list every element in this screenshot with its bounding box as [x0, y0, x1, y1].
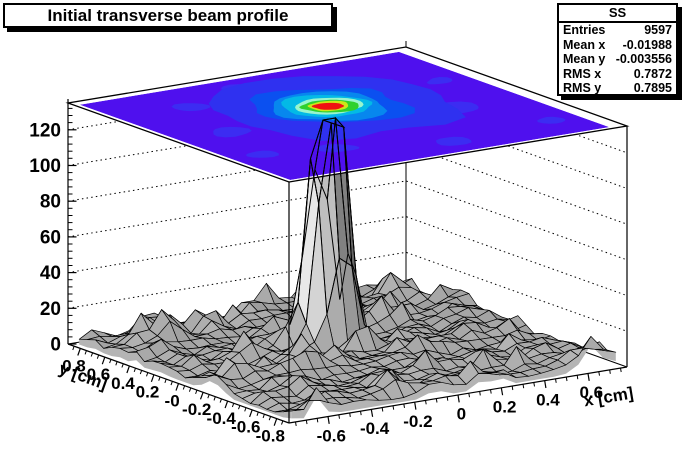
stats-row-entries: Entries 9597 — [563, 23, 672, 37]
svg-text:0.4: 0.4 — [536, 390, 560, 409]
svg-text:-0.6: -0.6 — [231, 418, 260, 437]
svg-text:40: 40 — [40, 263, 61, 284]
stats-title: SS — [559, 5, 676, 23]
svg-text:0: 0 — [50, 335, 61, 356]
svg-text:-0.8: -0.8 — [256, 427, 285, 446]
stats-row-rms-x: RMS x 0.7872 — [563, 66, 672, 81]
svg-text:80: 80 — [40, 192, 61, 213]
svg-text:0.6: 0.6 — [579, 383, 603, 402]
svg-text:0: 0 — [457, 405, 466, 424]
page-title: Initial transverse beam profile — [47, 6, 289, 25]
svg-text:0.2: 0.2 — [493, 398, 517, 417]
stats-row-mean-y: Mean y -0.003556 — [563, 52, 672, 67]
svg-text:-0.2: -0.2 — [182, 400, 211, 419]
title-box: Initial transverse beam profile — [3, 3, 333, 28]
svg-text:-0.2: -0.2 — [403, 412, 432, 431]
svg-text:-0: -0 — [165, 391, 180, 410]
svg-text:0.8: 0.8 — [62, 356, 86, 375]
svg-text:60: 60 — [40, 227, 61, 248]
stats-row-mean-x: Mean x -0.01988 — [563, 37, 672, 52]
svg-text:-0.4: -0.4 — [360, 419, 390, 438]
svg-text:120: 120 — [29, 120, 61, 141]
svg-text:0.2: 0.2 — [136, 383, 160, 402]
stats-box: SS Entries 9597 Mean x -0.01988 Mean y -… — [557, 3, 678, 96]
stats-row-rms-y: RMS y 0.7895 — [563, 81, 672, 96]
svg-text:0.4: 0.4 — [111, 374, 135, 393]
svg-text:100: 100 — [29, 156, 61, 177]
svg-text:20: 20 — [40, 299, 61, 320]
svg-text:-0.4: -0.4 — [207, 409, 237, 428]
svg-text:-0.6: -0.6 — [317, 426, 346, 445]
svg-text:0.6: 0.6 — [87, 365, 111, 384]
